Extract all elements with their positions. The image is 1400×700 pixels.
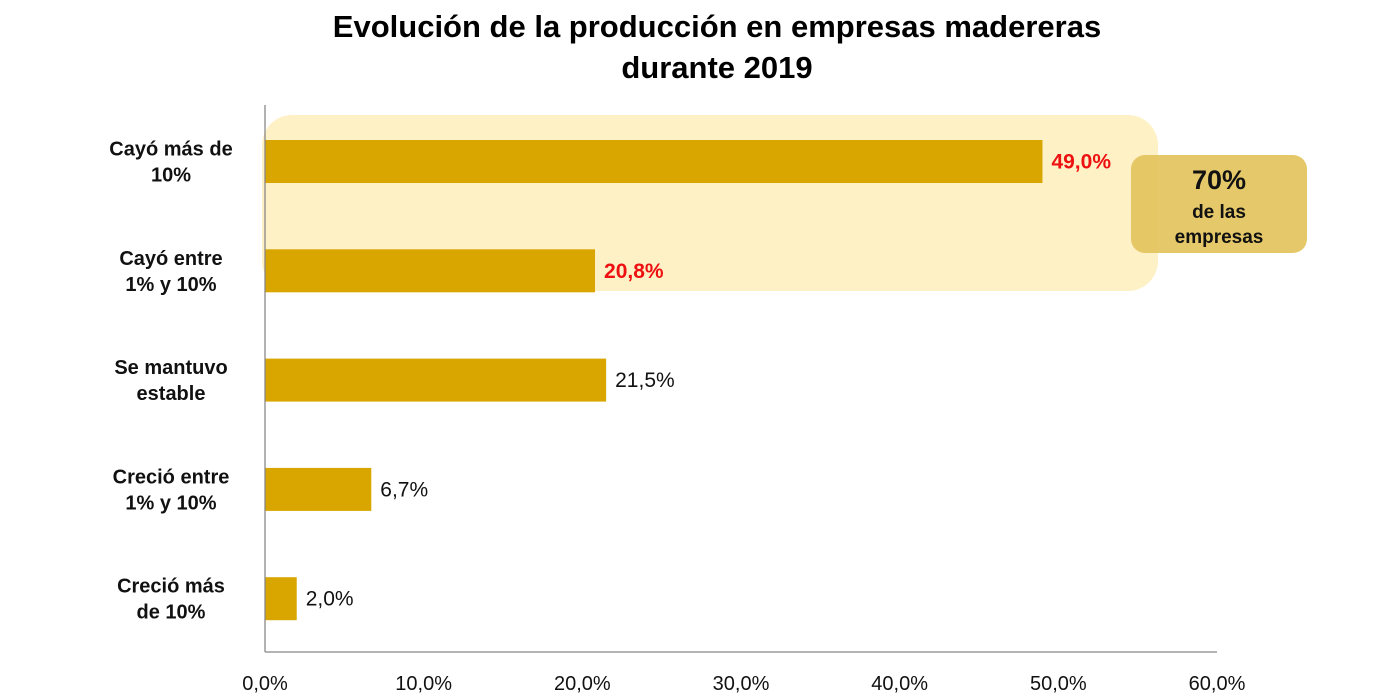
category-label: Cayó entre: [119, 248, 222, 270]
x-tick-label: 40,0%: [871, 673, 928, 695]
category-label: de 10%: [137, 602, 206, 624]
category-label: Cayó más de: [109, 139, 232, 161]
callout-line-2: empresas: [1175, 227, 1264, 248]
x-tick-label: 50,0%: [1030, 673, 1087, 695]
category-label: 1% y 10%: [125, 274, 216, 296]
category-label: Creció más: [117, 576, 225, 598]
bar: [265, 249, 596, 293]
bar: [265, 358, 607, 402]
category-label: Creció entre: [113, 466, 230, 488]
bar: [265, 140, 1043, 183]
x-tick-label: 60,0%: [1189, 673, 1246, 695]
x-tick-label: 30,0%: [713, 673, 770, 695]
data-label: 49,0%: [1051, 151, 1111, 174]
bar: [265, 577, 297, 621]
x-tick-label: 0,0%: [242, 673, 288, 695]
chart-title-line-1: Evolución de la producción en empresas m…: [333, 9, 1101, 44]
data-label: 2,0%: [306, 588, 354, 611]
chart-title-line-2: durante 2019: [621, 50, 812, 85]
callout-line-1: de las: [1192, 202, 1246, 223]
data-label: 6,7%: [380, 478, 428, 501]
data-label: 20,8%: [604, 260, 664, 283]
category-label: estable: [137, 383, 206, 405]
category-label: 10%: [151, 165, 191, 187]
x-tick-label: 20,0%: [554, 673, 611, 695]
category-label: 1% y 10%: [125, 492, 216, 514]
callout-value: 70%: [1192, 165, 1246, 195]
bar: [265, 467, 372, 511]
category-label: Se mantuvo: [114, 357, 227, 379]
x-tick-label: 10,0%: [395, 673, 452, 695]
callout-box: [1131, 155, 1307, 253]
data-label: 21,5%: [615, 369, 675, 392]
